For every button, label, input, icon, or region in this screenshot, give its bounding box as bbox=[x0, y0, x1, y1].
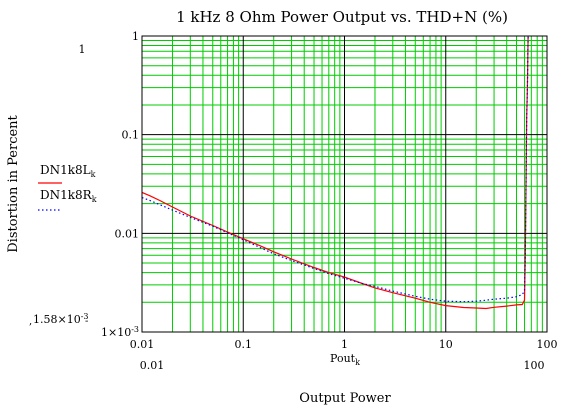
y-tick-labels: 1×10-3 0.01 0.1 1 bbox=[101, 30, 139, 339]
y-tick-main: 1 bbox=[132, 30, 139, 43]
y-tick-sup: -3 bbox=[131, 325, 139, 334]
x-tick-label: 10 bbox=[439, 338, 453, 351]
x-axis-label: Output Power bbox=[299, 391, 391, 406]
y-tick-label: 1 bbox=[132, 30, 139, 43]
legend-entry-right-sub: k bbox=[92, 195, 97, 204]
legend-entry-right-label: DN1k8Rk bbox=[40, 188, 97, 204]
y-range-min-bracket-right: - bbox=[85, 316, 88, 327]
y-tick-label: 0.1 bbox=[122, 129, 140, 142]
x-tick-label: 0.01 bbox=[130, 338, 155, 351]
y-tick-main: 1×10 bbox=[101, 326, 131, 339]
legend: DN1k8Lk DN1k8Rk bbox=[38, 163, 97, 211]
series-line-left bbox=[141, 35, 529, 310]
legend-entry-left-sub: k bbox=[91, 170, 96, 179]
y-axis-label: Distortion in Percent bbox=[6, 114, 21, 252]
x-range-min-readout: 0.01 bbox=[140, 359, 165, 372]
legend-entry-left-label: DN1k8Lk bbox=[40, 163, 96, 179]
y-range-max-readout: 1 bbox=[79, 43, 86, 56]
y-tick-main: 0.01 bbox=[115, 227, 140, 240]
x-tick-labels: 0.01 0.1 1 10 100 bbox=[130, 338, 558, 351]
x-variable-sub: k bbox=[355, 358, 360, 367]
x-variable-label: Poutk bbox=[330, 352, 360, 367]
plot-area bbox=[141, 35, 548, 333]
plot-frame bbox=[141, 35, 548, 333]
major-grid bbox=[142, 36, 547, 332]
x-tick-label: 0.1 bbox=[235, 338, 253, 351]
y-tick-label: 0.01 bbox=[115, 227, 140, 240]
y-range-min-readout: 1.58×10-3 bbox=[33, 312, 89, 326]
y-tick-main: 0.1 bbox=[122, 129, 140, 142]
y-range-min-main: 1.58×10 bbox=[33, 313, 81, 326]
x-range-max-readout: 100 bbox=[524, 359, 545, 372]
x-variable-main: Pout bbox=[330, 352, 356, 365]
y-range-min-bracket-left: , bbox=[29, 316, 32, 327]
y-range-min-sup: -3 bbox=[81, 312, 89, 321]
legend-entry-left-name: DN1k8L bbox=[40, 163, 91, 177]
chart-title: 1 kHz 8 Ohm Power Output vs. THD+N (%) bbox=[176, 8, 508, 26]
series-layer bbox=[141, 35, 529, 310]
legend-entry-right-name: DN1k8R bbox=[40, 188, 93, 202]
series-line-right bbox=[141, 35, 529, 303]
y-tick-label: 1×10-3 bbox=[101, 325, 139, 339]
x-tick-label: 100 bbox=[537, 338, 558, 351]
x-tick-label: 1 bbox=[341, 338, 348, 351]
